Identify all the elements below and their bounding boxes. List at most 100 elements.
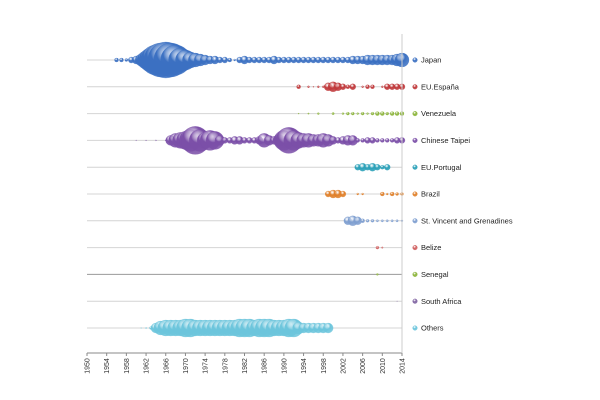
bubble	[227, 57, 232, 63]
bubble	[119, 57, 124, 63]
bubble	[380, 191, 385, 197]
bubble	[339, 190, 347, 198]
bubble	[346, 111, 350, 116]
series-st-vincent-and-grenadines	[343, 215, 404, 227]
bubble	[312, 86, 315, 88]
bubble	[375, 138, 380, 143]
x-tick-label: 1962	[144, 358, 151, 374]
bubble	[365, 219, 370, 223]
bubble	[381, 246, 384, 249]
bubble	[360, 111, 365, 116]
bubble	[331, 112, 335, 116]
bubble	[390, 219, 394, 223]
bubble	[345, 84, 351, 90]
bubble	[389, 111, 395, 116]
bubble	[361, 192, 364, 196]
series-venezuela	[297, 111, 405, 116]
series-eu-espa-a	[296, 81, 406, 93]
bubble	[386, 192, 389, 196]
legend-marker	[412, 164, 418, 170]
legend-label: EU.Portugal	[421, 163, 462, 172]
bubble	[296, 84, 301, 90]
legend-marker	[412, 271, 418, 277]
legend-marker	[412, 325, 418, 331]
bubble	[155, 139, 157, 142]
x-tick-label: 1994	[301, 358, 308, 374]
bubble	[385, 138, 390, 143]
bubbles	[114, 41, 410, 338]
legend-label: Belize	[421, 243, 441, 252]
bubble	[370, 111, 375, 116]
bubble	[361, 85, 364, 89]
bubble	[376, 273, 379, 276]
x-tick-label: 1974	[203, 358, 210, 374]
bubble	[380, 111, 385, 116]
bubble	[355, 138, 360, 143]
bubble	[339, 83, 347, 91]
bubble	[375, 111, 380, 116]
legend-marker	[412, 218, 418, 224]
bubble	[322, 85, 325, 89]
x-tick-label: 1998	[321, 358, 328, 374]
bubble	[369, 137, 376, 144]
legend-marker	[412, 137, 418, 143]
bubble	[384, 163, 391, 171]
bubble	[322, 322, 334, 334]
legend-label: Chinese Taipei	[421, 136, 470, 145]
bubble	[381, 85, 384, 89]
bubble	[114, 57, 119, 63]
series-south-africa	[396, 300, 398, 302]
x-tick-label: 1970	[183, 358, 190, 374]
bubble	[374, 163, 381, 171]
bubble	[221, 56, 229, 64]
bubble	[297, 112, 300, 115]
x-tick-label: 1986	[262, 358, 269, 374]
series-chinese-taipei	[135, 126, 406, 155]
legend-marker	[412, 57, 418, 63]
bubble	[366, 112, 369, 115]
bubble	[370, 84, 375, 90]
series-japan	[114, 41, 410, 79]
legend-label: South Africa	[421, 297, 462, 306]
bubble	[307, 112, 310, 115]
bubble	[356, 192, 359, 196]
legend-marker	[412, 84, 418, 90]
legend-marker	[412, 191, 418, 197]
bubble	[394, 111, 400, 116]
bubble	[145, 139, 147, 142]
bubble	[365, 84, 370, 90]
x-tick-label: 2010	[380, 358, 387, 374]
bubble	[370, 219, 375, 223]
bubble	[375, 245, 380, 250]
bubble	[396, 300, 398, 302]
bubble	[360, 218, 365, 224]
x-tick-label: 2002	[340, 358, 347, 374]
legend: Japan EU.España Venezuela Chinese Taipei EU.…	[412, 56, 513, 333]
series-eu-portugal	[354, 162, 391, 172]
x-tick-label: 1966	[163, 358, 170, 374]
bubble	[360, 138, 365, 143]
x-tick-label: 1954	[104, 358, 111, 374]
series-senegal	[376, 273, 379, 276]
bubble	[140, 327, 142, 329]
x-tick-label: 2014	[400, 358, 407, 374]
legend-marker	[412, 298, 418, 304]
bubble	[375, 219, 379, 223]
bubble	[380, 219, 384, 223]
bubble	[395, 219, 399, 223]
legend-label: Japan	[421, 56, 441, 65]
x-tick-label: 1958	[124, 358, 131, 374]
series-others	[140, 318, 334, 338]
bubble	[351, 111, 355, 116]
legend-label: St. Vincent and Grenadines	[421, 216, 513, 225]
bubble	[317, 85, 320, 89]
bubble	[395, 192, 399, 196]
bubble	[124, 58, 129, 62]
bubble	[341, 112, 345, 115]
legend-label: Venezuela	[421, 109, 457, 118]
row-baselines	[87, 59, 402, 329]
bubble	[145, 327, 147, 329]
bubble	[317, 112, 320, 115]
bubble	[349, 83, 356, 91]
bubble	[233, 58, 236, 62]
